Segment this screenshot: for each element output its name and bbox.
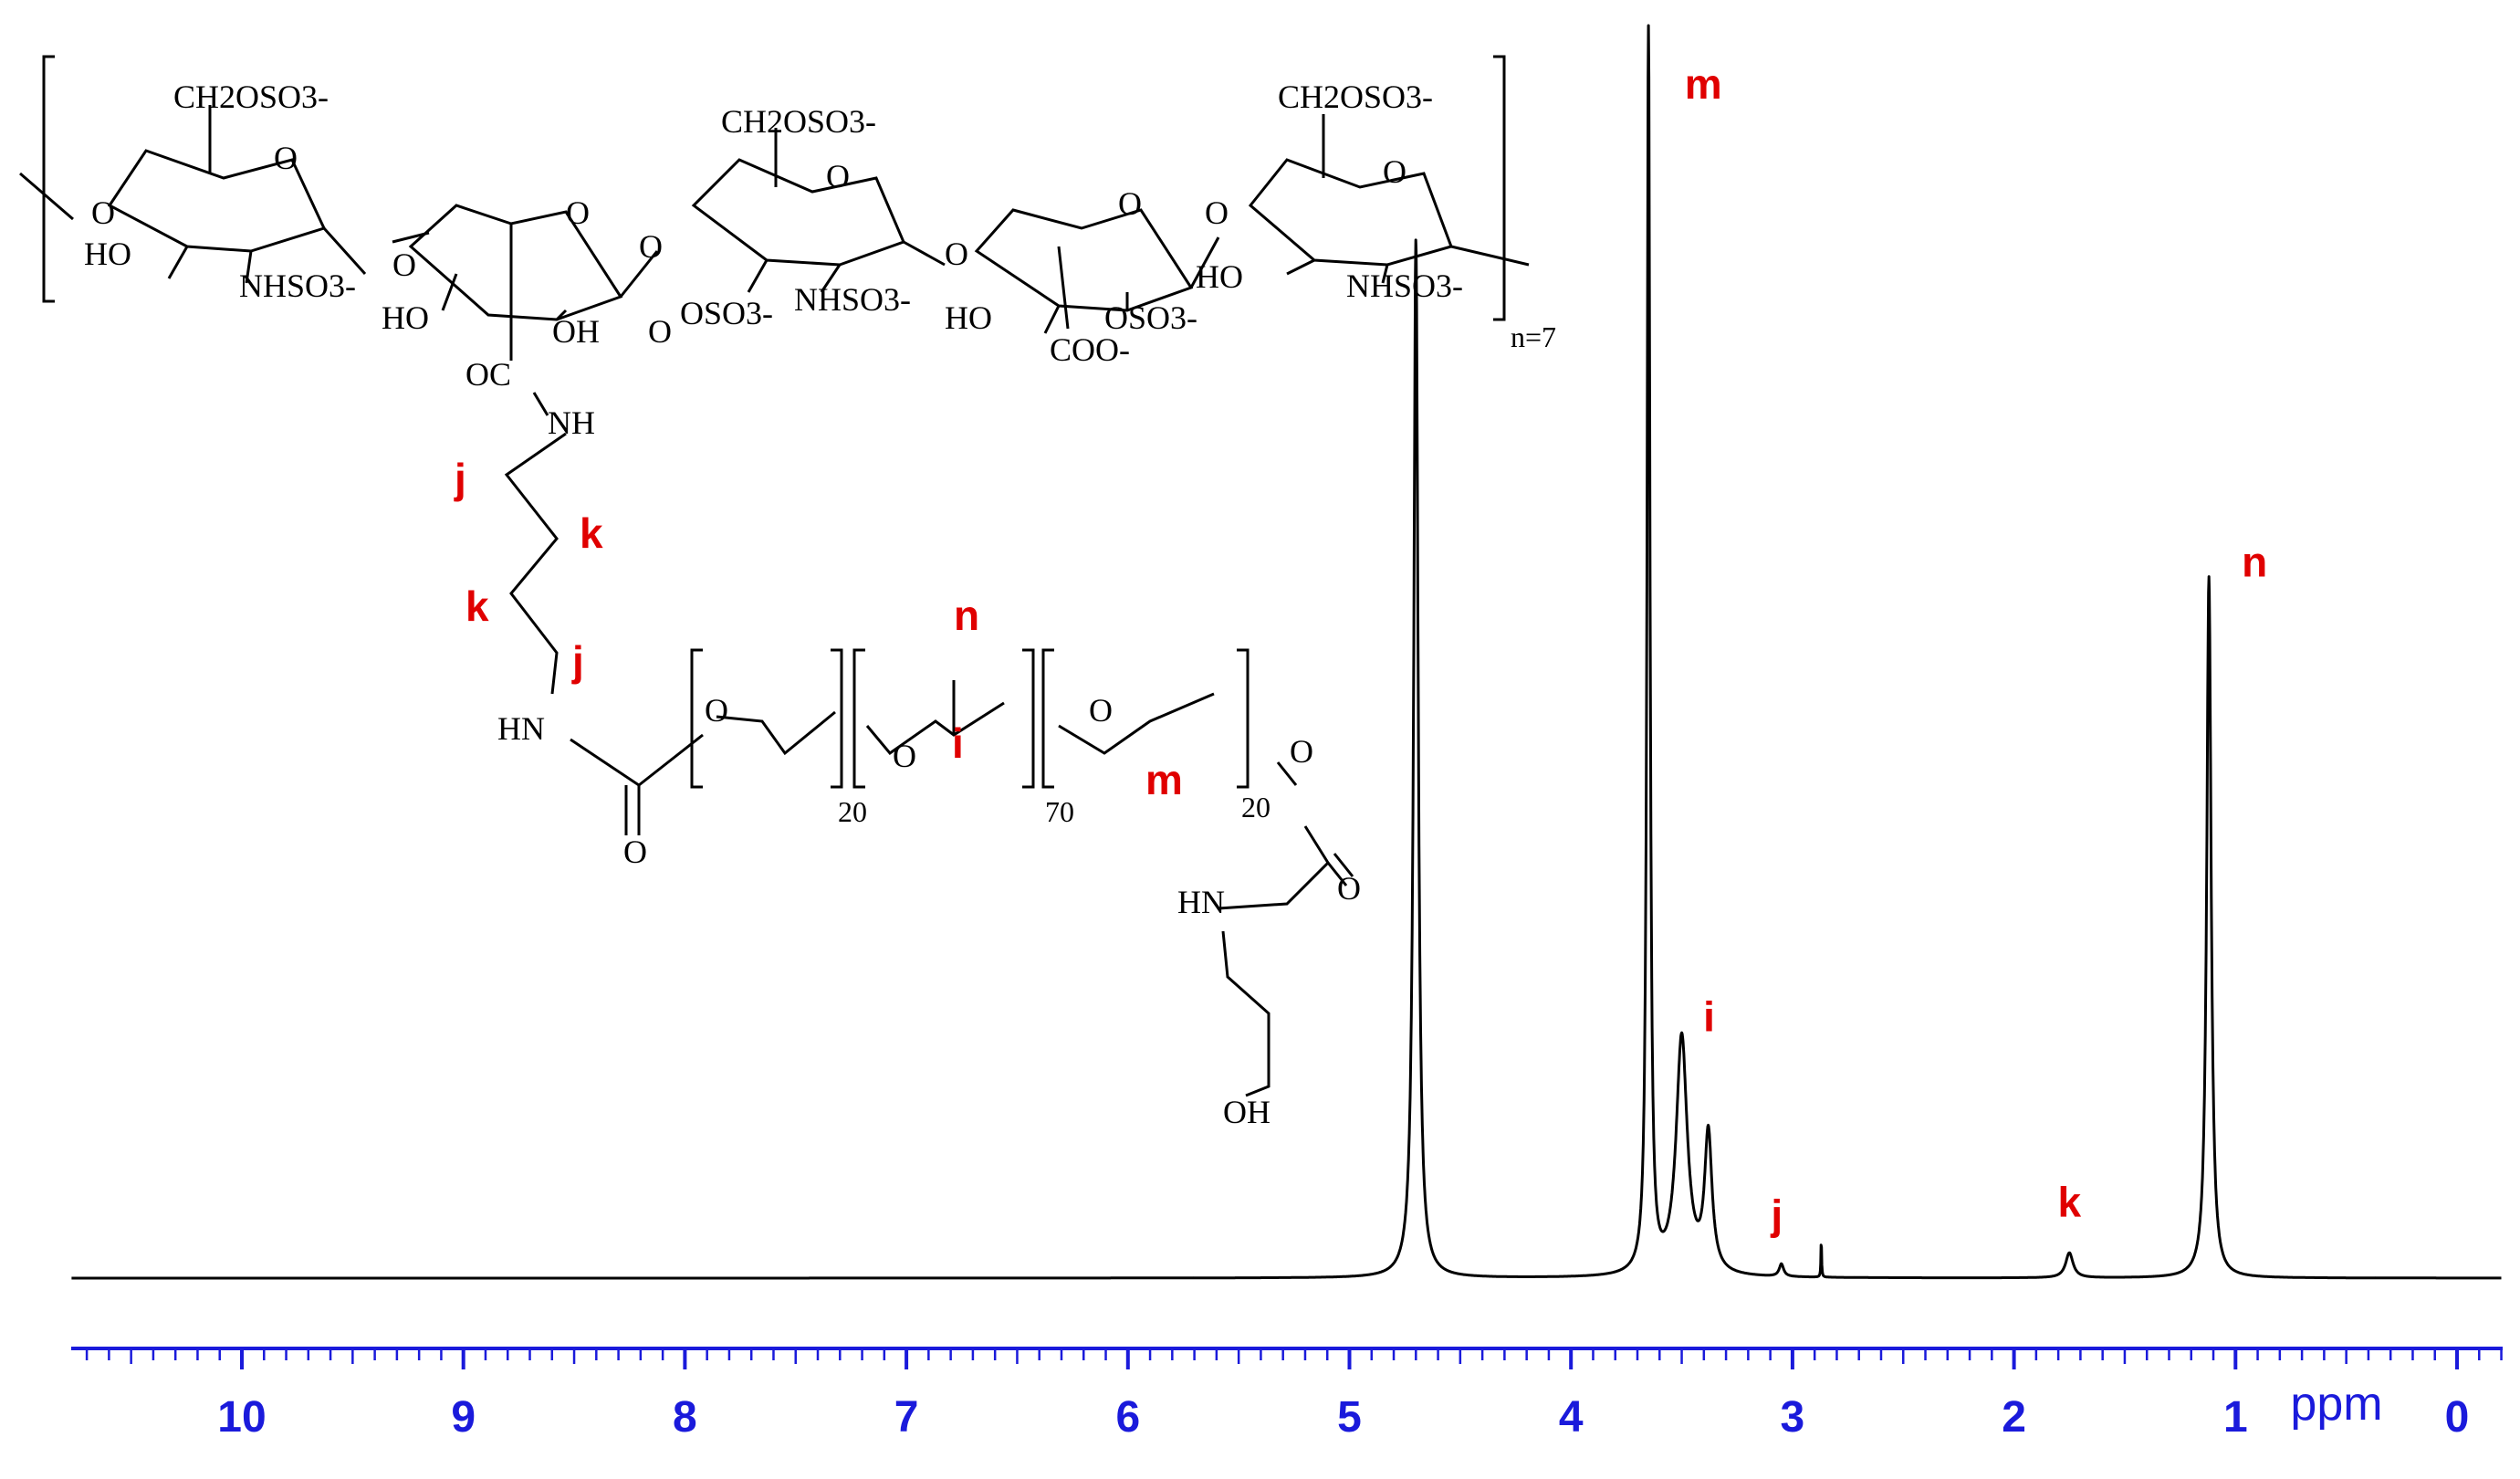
tick-label: 8: [673, 1393, 697, 1442]
tick-label: 5: [1337, 1393, 1362, 1442]
assignment-n: n: [954, 592, 979, 639]
tick-label: 4: [1559, 1393, 1584, 1442]
ester-oxygen: O: [1290, 733, 1313, 770]
tick-label: 10: [217, 1393, 266, 1442]
ho-label-3: HO: [945, 299, 992, 336]
tick-labels: 10 9 8 7 6 5 4 3 2 1 0: [217, 1393, 2469, 1442]
nhso3-label-3: NHSO3-: [1346, 267, 1463, 304]
assignment-i: i: [952, 719, 964, 767]
carbonyl-oxygen-label: O: [623, 834, 647, 870]
link-oxygen-6: O: [648, 313, 672, 350]
link-oxygen-2: O: [392, 246, 416, 283]
peak-label-n: n: [2242, 539, 2267, 586]
hn-label: HN: [497, 710, 545, 747]
spectrum-trace: [70, 24, 2503, 1280]
ho-label-2: HO: [382, 299, 429, 336]
bracket-block-3-right: [1237, 648, 1250, 789]
ho-label-1: HO: [84, 236, 131, 272]
peak-labels: m i j k n: [1685, 60, 2268, 1238]
peak-label-m: m: [1685, 60, 1722, 108]
tick-label: 2: [2002, 1393, 2026, 1442]
bracket-block-2-right: [1022, 648, 1035, 789]
tick-label: 9: [451, 1393, 476, 1442]
minor-ticks: [85, 1348, 2503, 1364]
nhso3-label-2: NHSO3-: [794, 281, 911, 318]
nh-label: NH: [548, 404, 595, 441]
coo-label: COO-: [1050, 331, 1130, 368]
ch2oso3-label-1: CH2OSO3-: [173, 79, 329, 115]
block-subscript-1: 20: [838, 795, 867, 828]
block-subscript-2: 70: [1045, 795, 1074, 828]
bracket-right: [1493, 55, 1506, 321]
tick-label: 6: [1115, 1393, 1140, 1442]
bracket-left: [42, 55, 55, 303]
oh-label-1: OH: [552, 313, 600, 350]
structure-sidechain: [504, 342, 1354, 1097]
block-subscript-3: 20: [1241, 791, 1270, 823]
carbonyl-oxygen-label-2: O: [1337, 870, 1361, 907]
nhso3-label-1: NHSO3-: [239, 267, 356, 304]
bracket-block-3-left: [1041, 648, 1054, 789]
tick-label: 7: [894, 1393, 919, 1442]
link-oxygen-1: O: [91, 194, 115, 231]
structure-backbone: [19, 55, 1530, 342]
peak-label-i: i: [1703, 992, 1715, 1040]
ether-oxygen-2: O: [893, 738, 916, 774]
major-ticks: [240, 1348, 2459, 1369]
x-axis: 10 9 8 7 6 5 4 3 2 1 0 ppm: [71, 1347, 2503, 1442]
tick-label: 3: [1781, 1393, 1805, 1442]
repeat-subscript: n=7: [1511, 320, 1556, 353]
assignment-j-2: j: [571, 637, 584, 685]
ch2oso3-label-2: CH2OSO3-: [721, 103, 876, 140]
peak-label-j: j: [1770, 1191, 1783, 1238]
structure-assignments: j k k j n i m: [454, 455, 1183, 803]
ho-label-4: HO: [1196, 258, 1243, 295]
bracket-block-2-left: [852, 648, 865, 789]
ch2oso3-label-3: CH2OSO3-: [1278, 79, 1433, 115]
assignment-m: m: [1145, 756, 1183, 803]
x-axis-label: ppm: [2290, 1378, 2382, 1431]
ring-oxygen-2: O: [566, 194, 590, 231]
terminal-oh-label: OH: [1223, 1094, 1270, 1130]
structure-sidechain-labels: OC NH HN O O O O O 20 70 20 HN O OH: [465, 356, 1361, 1130]
assignment-k-2: k: [465, 582, 489, 630]
ring-oxygen-3: O: [826, 158, 850, 194]
ring-oxygen-5: O: [1383, 153, 1406, 190]
spectrum-panel: m i j k n: [70, 24, 2503, 1280]
oc-label: OC: [465, 356, 511, 393]
ether-oxygen-3: O: [1089, 692, 1113, 729]
assignment-j-1: j: [454, 455, 466, 502]
link-oxygen-5: O: [1205, 194, 1229, 231]
bracket-block-1-left: [690, 648, 703, 789]
hn-label-2: HN: [1177, 884, 1225, 920]
assignment-k-1: k: [580, 509, 603, 557]
ether-oxygen-1: O: [705, 692, 728, 729]
link-oxygen-4: O: [945, 236, 968, 272]
structure-backbone-labels: CH2OSO3- CH2OSO3- CH2OSO3- O O O O O O O…: [84, 79, 1556, 368]
bracket-block-1-right: [831, 648, 843, 789]
peak-label-k: k: [2057, 1179, 2081, 1226]
tick-label: 0: [2445, 1393, 2470, 1442]
ring-oxygen-1: O: [274, 140, 298, 176]
ring-oxygen-4: O: [1118, 185, 1142, 222]
tick-label: 1: [2223, 1393, 2248, 1442]
link-oxygen-3: O: [639, 228, 663, 265]
oso3-label-1: OSO3-: [680, 295, 773, 331]
oso3-label-2: OSO3-: [1104, 299, 1197, 336]
